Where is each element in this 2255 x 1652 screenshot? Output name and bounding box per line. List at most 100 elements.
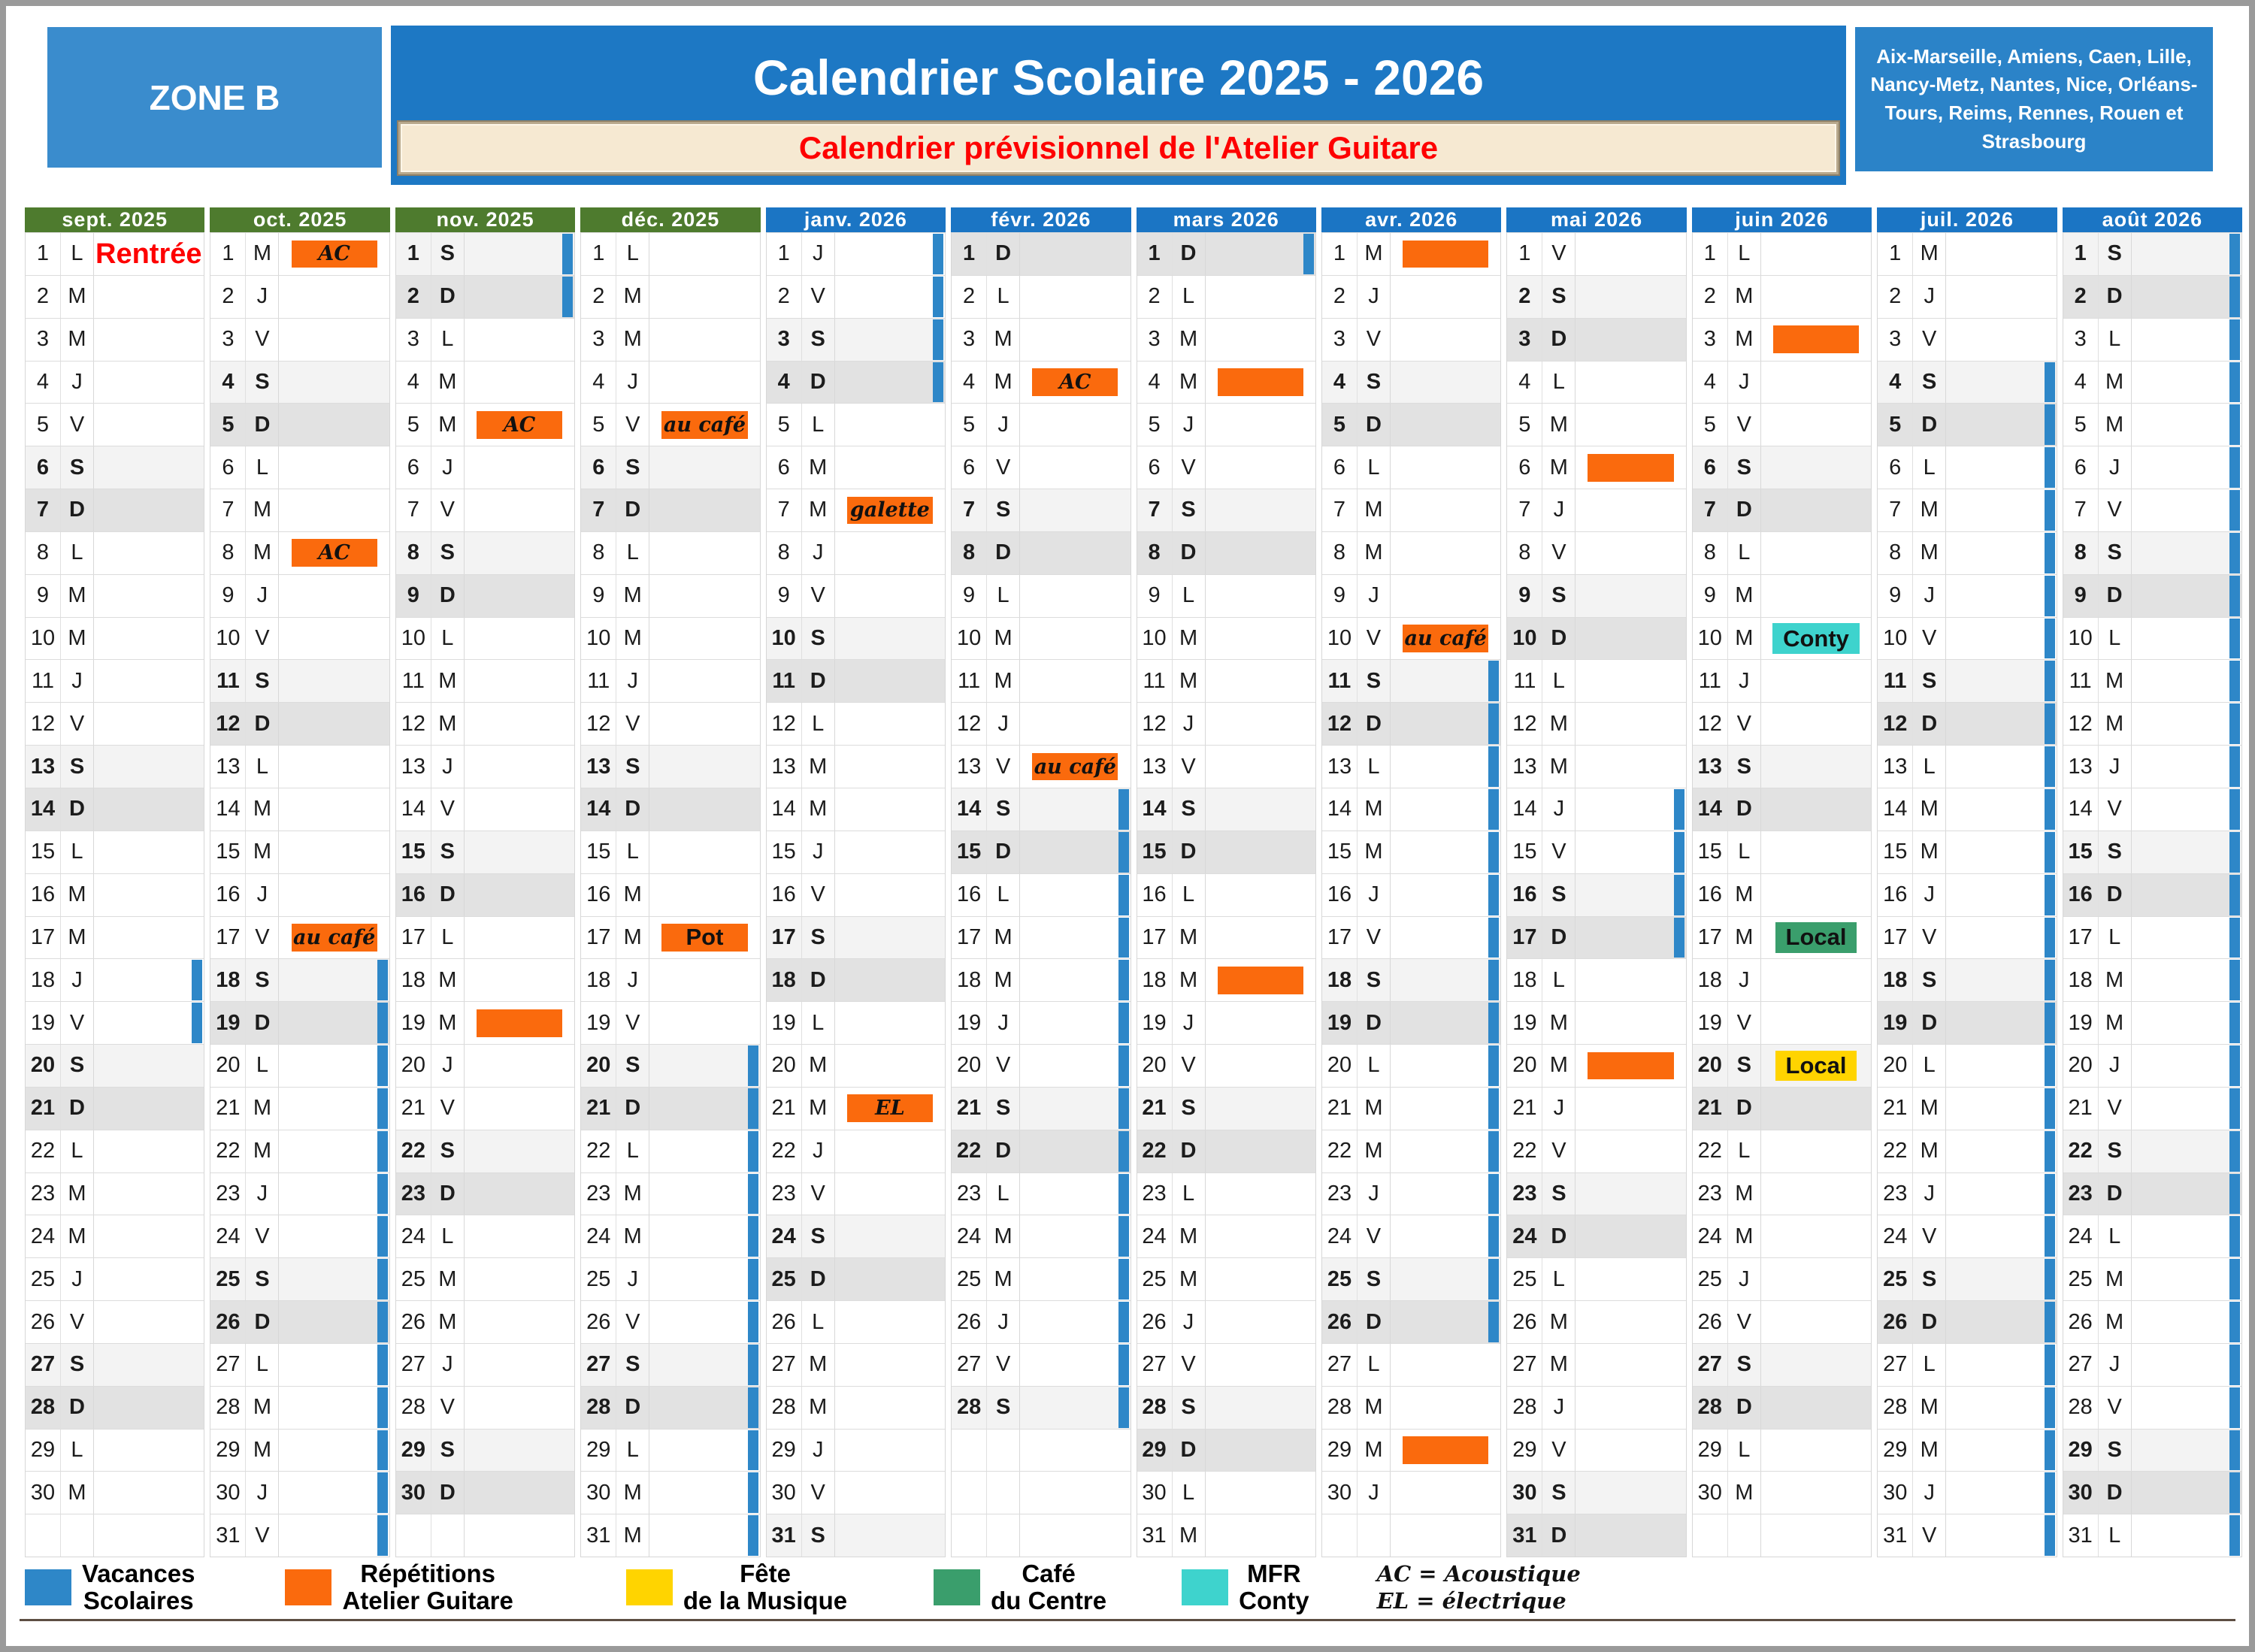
- day-event-area: [465, 276, 574, 318]
- vacation-bar: [1118, 874, 1129, 915]
- weekday-letter: [987, 1429, 1021, 1472]
- day-row: 17 M Pot: [581, 915, 760, 959]
- weekday-letter: L: [431, 318, 465, 361]
- weekday-letter: V: [1173, 1343, 1206, 1386]
- day-event-area: [1575, 1387, 1685, 1429]
- weekday-letter: L: [61, 531, 94, 574]
- day-row: 26 D: [1321, 1300, 1501, 1343]
- weekday-letter: S: [2099, 1429, 2132, 1472]
- day-number: 20: [767, 1045, 802, 1087]
- weekday-letter: L: [1358, 746, 1391, 788]
- title-band: Calendrier Scolaire 2025 - 2026 Calendri…: [391, 26, 1846, 185]
- day-number: 8: [1322, 531, 1358, 574]
- day-event-area: [835, 362, 945, 404]
- day-row: 25 S: [1321, 1257, 1501, 1301]
- weekday-letter: M: [987, 1258, 1021, 1301]
- day-row: 25 J: [581, 1257, 760, 1301]
- weekday-letter: L: [1542, 660, 1576, 703]
- vacation-bar: [2044, 1130, 2055, 1172]
- day-event-area: [1946, 362, 2056, 404]
- day-event-area: [1206, 1173, 1315, 1215]
- day-row: 16 D: [2063, 873, 2242, 916]
- day-number: 24: [26, 1215, 61, 1258]
- vacation-bar: [2044, 1515, 2055, 1557]
- day-event-area: [1020, 1173, 1130, 1215]
- day-event-area: [1206, 276, 1315, 318]
- day-event-area: [1946, 1173, 2056, 1215]
- day-event-area: [835, 1344, 945, 1386]
- day-event-area: [1946, 1088, 2056, 1130]
- weekday-letter: J: [1358, 873, 1391, 916]
- day-event-area: [1575, 276, 1685, 318]
- day-number: 6: [952, 446, 988, 489]
- day-row: 20 V: [1137, 1044, 1315, 1087]
- day-number: 29: [1878, 1429, 1914, 1472]
- weekday-letter: M: [431, 959, 465, 1002]
- day-row: 26 M: [395, 1300, 575, 1343]
- rentree-label: Rentrée: [95, 238, 202, 270]
- day-row: 28 V: [395, 1385, 575, 1429]
- day-number: 4: [1878, 361, 1914, 404]
- month-rows: 1 S 2 D 3 L 4 M 5 M AC 6 J 7 V 8 S 9 D 10 L 11 M 12 M 13 J 14 V 15 S 16…: [395, 232, 576, 1557]
- day-event-area: [1020, 532, 1130, 574]
- weekday-letter: J: [1542, 1386, 1576, 1429]
- weekday-letter: L: [1173, 574, 1206, 617]
- weekday-letter: S: [1913, 1258, 1947, 1301]
- weekday-letter: M: [431, 361, 465, 404]
- weekday-letter: M: [1542, 746, 1576, 788]
- day-event-area: [465, 703, 574, 745]
- day-event-area: [1761, 1301, 1871, 1343]
- day-row: 31 V: [1878, 1514, 2057, 1557]
- weekday-letter: J: [2099, 1045, 2132, 1087]
- day-number: 12: [1137, 703, 1173, 746]
- day-row: 15 M: [1321, 830, 1501, 873]
- day-number: 4: [1693, 361, 1728, 404]
- day-event-area: [1020, 618, 1130, 660]
- weekday-letter: M: [61, 873, 94, 916]
- vacation-bar: [1118, 1045, 1129, 1086]
- weekday-letter: D: [2099, 873, 2132, 916]
- vacation-bar: [1488, 1045, 1500, 1086]
- day-number: 28: [1507, 1386, 1543, 1429]
- day-event-area: [1391, 1173, 1500, 1215]
- day-number: 3: [1878, 318, 1914, 361]
- day-row: 25 M: [395, 1257, 575, 1301]
- day-number: 14: [26, 788, 61, 831]
- weekday-letter: V: [1542, 1130, 1576, 1172]
- day-row: 29 M: [1878, 1428, 2057, 1472]
- day-number: 24: [1137, 1215, 1173, 1258]
- day-event-area: [1206, 874, 1315, 916]
- vacation-bar: [2044, 661, 2055, 702]
- weekday-letter: M: [1173, 361, 1206, 404]
- weekday-letter: M: [802, 1045, 835, 1087]
- day-event-area: [1946, 446, 2056, 489]
- weekday-letter: S: [61, 1045, 94, 1087]
- weekday-letter: D: [246, 1301, 280, 1343]
- day-number: [1322, 1514, 1358, 1557]
- weekday-letter: J: [431, 1045, 465, 1087]
- vacation-bar: [2044, 1430, 2055, 1471]
- weekday-letter: L: [61, 1130, 94, 1172]
- day-number: 30: [396, 1472, 431, 1514]
- day-number: 17: [1878, 916, 1914, 959]
- day-number: 25: [952, 1258, 988, 1301]
- weekday-letter: D: [61, 1087, 94, 1130]
- weekday-letter: M: [2099, 1002, 2132, 1045]
- day-row: 23 M: [26, 1172, 204, 1215]
- vacation-bar: [933, 319, 944, 360]
- weekday-letter: S: [1173, 1087, 1206, 1130]
- day-event-area: [94, 446, 204, 489]
- day-event-area: [649, 1173, 759, 1215]
- day-event-area: [835, 1173, 945, 1215]
- day-number: 5: [952, 404, 988, 446]
- day-event-area: [1946, 703, 2056, 745]
- day-number: 19: [396, 1002, 431, 1045]
- day-row: 20 M: [1507, 1044, 1686, 1087]
- day-number: 22: [396, 1130, 431, 1172]
